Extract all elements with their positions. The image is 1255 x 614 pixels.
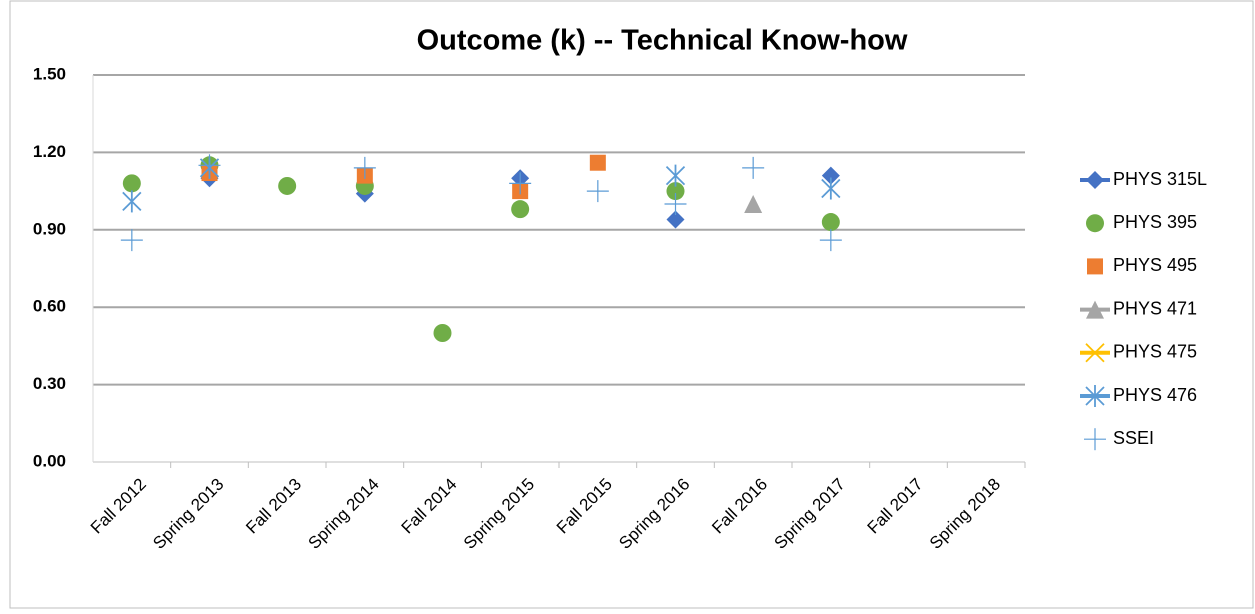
marker	[1087, 258, 1103, 275]
marker	[1086, 214, 1104, 233]
marker-part	[821, 166, 840, 185]
marker	[819, 229, 842, 252]
y-tick-label: 1.20	[33, 142, 66, 161]
marker	[1085, 385, 1105, 407]
marker	[821, 166, 840, 185]
marker-part	[744, 195, 763, 213]
y-tick-label: 0.60	[33, 297, 66, 316]
marker	[120, 229, 143, 252]
marker-part	[122, 174, 141, 193]
legend-label: PHYS 476	[1113, 385, 1197, 405]
marker-part	[666, 182, 685, 201]
marker	[1086, 300, 1104, 319]
marker-part	[666, 210, 685, 229]
marker-part	[433, 324, 452, 342]
y-tick-label: 0.00	[33, 451, 66, 470]
marker-part	[511, 200, 530, 219]
marker	[664, 193, 687, 215]
y-tick-label: 1.50	[33, 64, 66, 83]
marker-part	[278, 176, 297, 195]
marker-part	[1087, 258, 1103, 275]
legend-label: PHYS 495	[1113, 255, 1197, 275]
marker-part	[1086, 300, 1104, 319]
marker	[122, 174, 141, 193]
legend-label: PHYS 475	[1113, 342, 1197, 362]
marker-part	[821, 213, 840, 232]
marker	[198, 154, 221, 177]
marker-part	[1086, 214, 1104, 233]
marker	[589, 154, 606, 171]
marker	[122, 190, 142, 213]
y-tick-label: 0.30	[33, 374, 66, 393]
chart-border	[9, 0, 1254, 609]
marker	[821, 177, 841, 200]
legend-label: PHYS 315L	[1113, 169, 1207, 189]
marker	[666, 210, 685, 229]
marker	[278, 176, 297, 195]
marker	[511, 200, 530, 219]
marker	[586, 180, 609, 203]
marker	[509, 172, 532, 195]
marker	[742, 156, 765, 179]
marker-part	[1086, 171, 1104, 189]
marker	[1086, 171, 1104, 189]
marker-part	[1085, 343, 1105, 363]
marker	[666, 182, 685, 201]
legend-label: PHYS 395	[1113, 212, 1197, 232]
marker	[353, 156, 376, 179]
marker	[665, 164, 686, 187]
chart-title: Outcome (k) -- Technical Know-how	[417, 25, 908, 57]
marker	[1085, 343, 1105, 363]
marker	[1084, 428, 1106, 451]
y-tick-label: 0.90	[33, 219, 66, 238]
marker-part	[589, 154, 606, 171]
marker	[744, 195, 763, 213]
marker	[821, 213, 840, 232]
marker	[433, 324, 452, 342]
legend-label: SSEI	[1113, 428, 1154, 448]
legend-label: PHYS 471	[1113, 298, 1197, 318]
